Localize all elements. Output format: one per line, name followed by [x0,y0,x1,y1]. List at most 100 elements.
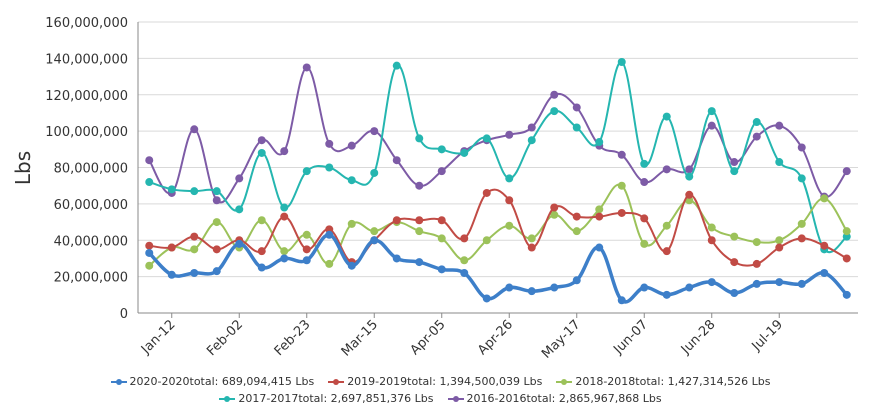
data-point[interactable] [482,294,491,303]
data-point[interactable] [595,243,604,252]
data-point[interactable] [302,230,311,239]
data-point[interactable] [212,187,221,196]
data-point[interactable] [235,205,244,214]
data-point[interactable] [437,145,446,154]
data-point[interactable] [190,232,199,241]
data-point[interactable] [685,190,694,199]
data-point[interactable] [415,216,424,225]
data-point[interactable] [482,134,491,143]
data-point[interactable] [302,167,311,176]
data-point[interactable] [550,107,559,116]
data-point[interactable] [842,254,851,263]
series-line[interactable] [148,66,848,204]
data-point[interactable] [730,288,739,297]
data-point[interactable] [302,256,311,265]
legend-item-2018-2018[interactable]: 2018-2018 total: 1,427,314,526 Lbs [556,375,770,388]
data-point[interactable] [482,188,491,197]
data-point[interactable] [640,283,649,292]
data-point[interactable] [167,185,176,194]
data-point[interactable] [257,216,266,225]
series-2016-2016[interactable] [145,63,851,205]
series-2017-2017[interactable] [145,58,851,254]
data-point[interactable] [752,238,761,247]
data-point[interactable] [505,196,514,205]
data-point[interactable] [212,267,221,276]
series-line[interactable] [148,183,848,267]
data-point[interactable] [370,168,379,177]
data-point[interactable] [280,247,289,256]
data-point[interactable] [730,232,739,241]
data-point[interactable] [505,221,514,230]
data-point[interactable] [212,245,221,254]
data-point[interactable] [707,107,716,116]
data-point[interactable] [392,156,401,165]
data-point[interactable] [797,174,806,183]
data-point[interactable] [437,216,446,225]
data-point[interactable] [302,63,311,72]
legend-item-2017-2017[interactable]: 2017-2017 total: 2,697,851,376 Lbs [219,392,434,405]
data-point[interactable] [347,261,356,270]
data-point[interactable] [775,243,784,252]
data-point[interactable] [145,178,154,187]
data-point[interactable] [347,176,356,185]
data-point[interactable] [752,279,761,288]
data-point[interactable] [572,123,581,132]
data-point[interactable] [640,239,649,248]
data-point[interactable] [707,223,716,232]
data-point[interactable] [797,279,806,288]
data-point[interactable] [325,139,334,148]
data-point[interactable] [415,181,424,190]
data-point[interactable] [212,218,221,227]
data-point[interactable] [775,278,784,287]
data-point[interactable] [167,243,176,252]
data-point[interactable] [730,158,739,167]
data-point[interactable] [257,136,266,145]
data-point[interactable] [640,178,649,187]
data-point[interactable] [437,234,446,243]
data-point[interactable] [775,158,784,167]
legend-item-2019-2019[interactable]: 2019-2019 total: 1,394,500,039 Lbs [328,375,542,388]
data-point[interactable] [707,236,716,245]
data-point[interactable] [797,143,806,152]
data-point[interactable] [707,121,716,130]
data-point[interactable] [752,118,761,127]
data-point[interactable] [460,234,469,243]
data-point[interactable] [617,150,626,159]
data-point[interactable] [617,296,626,305]
data-point[interactable] [325,259,334,268]
data-point[interactable] [392,216,401,225]
data-point[interactable] [257,148,266,157]
data-point[interactable] [280,203,289,212]
data-point[interactable] [662,247,671,256]
data-point[interactable] [460,268,469,277]
data-point[interactable] [550,203,559,212]
data-point[interactable] [235,239,244,248]
data-point[interactable] [325,230,334,239]
data-point[interactable] [280,212,289,221]
data-point[interactable] [617,181,626,190]
data-point[interactable] [842,167,851,176]
data-point[interactable] [212,196,221,205]
data-point[interactable] [527,234,536,243]
data-point[interactable] [662,290,671,299]
data-point[interactable] [595,212,604,221]
data-point[interactable] [505,130,514,139]
data-point[interactable] [437,265,446,274]
data-point[interactable] [347,141,356,150]
data-point[interactable] [392,254,401,263]
legend-item-2016-2016[interactable]: 2016-2016 total: 2,865,967,868 Lbs [447,392,662,405]
data-point[interactable] [662,165,671,174]
data-point[interactable] [572,103,581,112]
data-point[interactable] [617,208,626,217]
data-point[interactable] [257,247,266,256]
data-point[interactable] [460,148,469,157]
legend-item-2020-2020[interactable]: 2020-2020 total: 689,094,415 Lbs [110,375,314,388]
data-point[interactable] [437,167,446,176]
data-point[interactable] [572,227,581,236]
data-point[interactable] [595,138,604,147]
data-point[interactable] [482,236,491,245]
data-point[interactable] [550,210,559,219]
data-point[interactable] [527,123,536,132]
data-point[interactable] [370,127,379,136]
series-2020-2020[interactable] [145,230,851,305]
